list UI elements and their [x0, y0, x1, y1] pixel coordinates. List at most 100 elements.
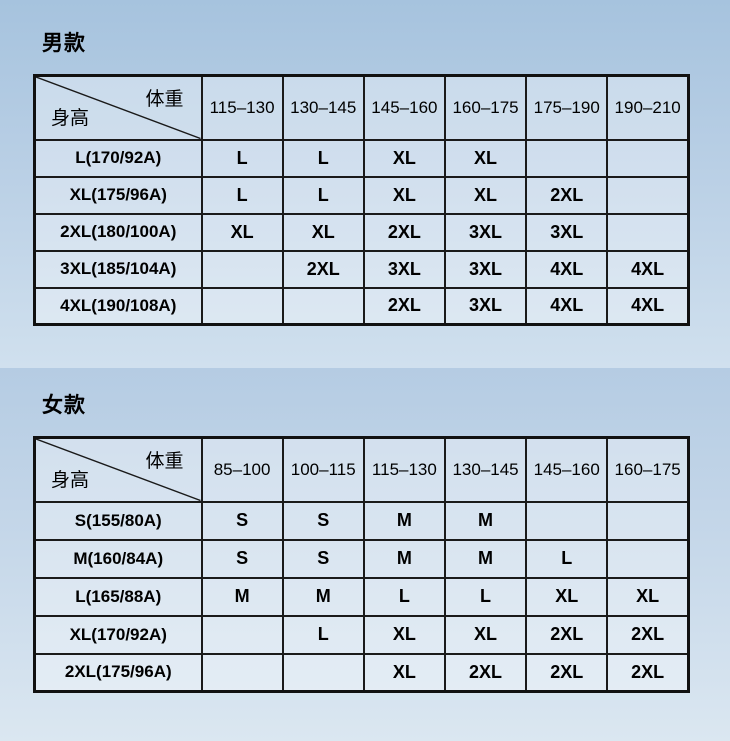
table-row: 2XL(180/100A) XL XL 2XL 3XL 3XL	[33, 212, 690, 252]
weight-range-header: 160–175	[443, 74, 528, 141]
size-cell: XL	[443, 175, 528, 215]
height-axis-label: 身高	[51, 107, 90, 129]
womens-section-title: 女款	[42, 394, 86, 417]
weight-range-header: 190–210	[606, 74, 690, 141]
weight-range-header: 85–100	[200, 436, 284, 503]
height-size-label: 2XL(175/96A)	[33, 652, 203, 693]
size-cell: M	[362, 500, 446, 541]
size-cell: L	[525, 538, 609, 579]
size-cell: 2XL	[606, 652, 690, 693]
weight-range-header: 130–145	[281, 74, 365, 141]
weight-range-header: 175–190	[525, 74, 609, 141]
size-cell: 3XL	[362, 249, 446, 289]
height-size-label: M(160/84A)	[33, 538, 203, 579]
size-cell: 3XL	[443, 286, 528, 326]
womens-corner-cell: 体重 身高	[33, 436, 203, 503]
size-cell: L	[281, 138, 365, 178]
height-size-label: S(155/80A)	[33, 500, 203, 541]
size-cell: 3XL	[443, 249, 528, 289]
size-cell: S	[200, 500, 284, 541]
table-row: XL(175/96A) L L XL XL 2XL	[33, 175, 690, 215]
size-cell: 2XL	[362, 286, 446, 326]
size-cell	[606, 538, 690, 579]
size-cell	[606, 175, 690, 215]
size-cell	[200, 286, 284, 326]
size-cell: XL	[362, 138, 446, 178]
size-cell: XL	[362, 175, 446, 215]
mens-corner-cell: 体重 身高	[33, 74, 203, 141]
height-size-label: XL(175/96A)	[33, 175, 203, 215]
size-cell: XL	[362, 652, 446, 693]
size-cell: 2XL	[606, 614, 690, 655]
size-cell: L	[362, 576, 446, 617]
size-cell	[606, 138, 690, 178]
weight-range-header: 100–115	[281, 436, 365, 503]
size-cell: L	[200, 138, 284, 178]
size-cell: L	[281, 614, 365, 655]
weight-range-header: 145–160	[525, 436, 609, 503]
weight-range-header: 115–130	[200, 74, 284, 141]
height-size-label: 3XL(185/104A)	[33, 249, 203, 289]
size-cell: S	[281, 538, 365, 579]
size-cell: M	[443, 500, 528, 541]
table-row: L(165/88A) M M L L XL XL	[33, 576, 690, 617]
size-cell: 2XL	[525, 175, 609, 215]
size-cell: XL	[443, 138, 528, 178]
table-row: 3XL(185/104A) 2XL 3XL 3XL 4XL 4XL	[33, 249, 690, 289]
size-cell: 4XL	[525, 286, 609, 326]
size-cell	[200, 614, 284, 655]
mens-size-table: 体重 身高 115–130 130–145 145–160 160–175 17…	[33, 74, 690, 326]
weight-range-header: 115–130	[362, 436, 446, 503]
size-cell: XL	[362, 614, 446, 655]
size-cell: L	[443, 576, 528, 617]
size-cell	[606, 500, 690, 541]
size-cell: XL	[525, 576, 609, 617]
weight-axis-label: 体重	[145, 451, 184, 472]
height-size-label: 4XL(190/108A)	[33, 286, 203, 326]
size-cell: 4XL	[525, 249, 609, 289]
size-cell	[525, 138, 609, 178]
size-cell: 2XL	[281, 249, 365, 289]
size-cell: XL	[200, 212, 284, 252]
height-size-label: L(170/92A)	[33, 138, 203, 178]
size-cell: XL	[281, 212, 365, 252]
size-cell	[606, 212, 690, 252]
size-cell: 2XL	[525, 614, 609, 655]
weight-range-header: 145–160	[362, 74, 446, 141]
mens-section: 男款 体重 身高 115–130 130–145 145–160 160–175…	[0, 0, 730, 368]
size-cell: M	[200, 576, 284, 617]
size-cell: M	[281, 576, 365, 617]
table-row: XL(170/92A) L XL XL 2XL 2XL	[33, 614, 690, 655]
weight-range-header: 130–145	[443, 436, 528, 503]
table-row: L(170/92A) L L XL XL	[33, 138, 690, 178]
size-cell: L	[281, 175, 365, 215]
size-cell	[525, 500, 609, 541]
weight-axis-label: 体重	[145, 89, 184, 110]
mens-section-title: 男款	[42, 32, 86, 55]
table-row: 4XL(190/108A) 2XL 3XL 4XL 4XL	[33, 286, 690, 326]
size-cell	[200, 652, 284, 693]
size-cell: 3XL	[443, 212, 528, 252]
table-row: 2XL(175/96A) XL 2XL 2XL 2XL	[33, 652, 690, 693]
size-cell	[200, 249, 284, 289]
womens-header-row: 体重 身高 85–100 100–115 115–130 130–145 145…	[33, 436, 690, 503]
diagonal-divider-line	[36, 77, 200, 138]
womens-size-table: 体重 身高 85–100 100–115 115–130 130–145 145…	[33, 436, 690, 693]
size-cell: 2XL	[362, 212, 446, 252]
size-cell: 2XL	[525, 652, 609, 693]
size-cell: S	[281, 500, 365, 541]
size-cell: 3XL	[525, 212, 609, 252]
mens-header-row: 体重 身高 115–130 130–145 145–160 160–175 17…	[33, 74, 690, 141]
table-row: M(160/84A) S S M M L	[33, 538, 690, 579]
weight-range-header: 160–175	[606, 436, 690, 503]
size-cell: M	[362, 538, 446, 579]
table-row: S(155/80A) S S M M	[33, 500, 690, 541]
size-cell: 4XL	[606, 286, 690, 326]
size-cell: L	[200, 175, 284, 215]
size-cell: M	[443, 538, 528, 579]
size-cell: XL	[606, 576, 690, 617]
size-cell	[281, 652, 365, 693]
size-cell: 4XL	[606, 249, 690, 289]
size-cell: XL	[443, 614, 528, 655]
height-size-label: L(165/88A)	[33, 576, 203, 617]
